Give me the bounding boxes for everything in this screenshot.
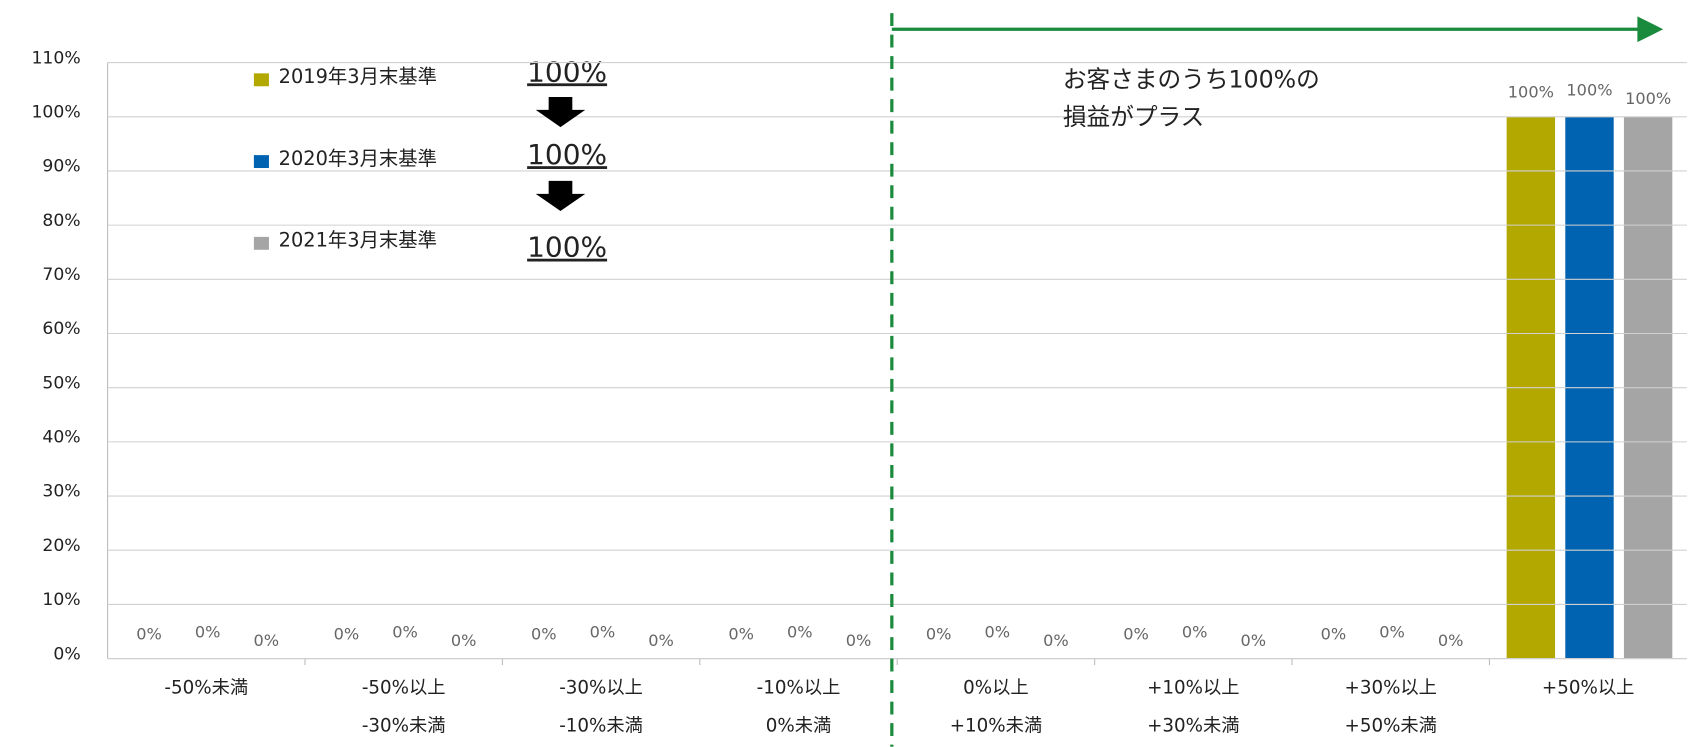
y-tick-label: 80% <box>42 211 80 231</box>
value-label: 0% <box>984 622 1010 641</box>
down-arrow <box>535 180 586 212</box>
value-label: 0% <box>392 622 418 641</box>
value-label: 0% <box>846 631 872 650</box>
value-label: 0% <box>1182 622 1208 641</box>
legend-swatch <box>253 155 269 169</box>
down-arrow <box>535 97 586 128</box>
y-tick-label: 40% <box>42 428 80 448</box>
x-tick-label: 0%未満 <box>766 715 832 736</box>
y-tick-label: 10% <box>42 590 80 610</box>
value-label: 0% <box>787 622 813 641</box>
legend-label: 2020年3月末基準 <box>279 147 437 170</box>
y-tick-label: 70% <box>42 265 80 285</box>
value-label: 0% <box>1379 622 1405 641</box>
value-label: 0% <box>1043 631 1069 650</box>
value-label: 0% <box>334 624 360 643</box>
legend-summary: 100% <box>527 231 607 264</box>
x-tick-label: -10%以上 <box>757 678 841 699</box>
y-tick-label: 30% <box>42 482 80 502</box>
x-tick-label: -50%未満 <box>164 678 248 699</box>
x-tick-label: +50%未満 <box>1345 715 1437 736</box>
y-tick-label: 100% <box>31 102 80 122</box>
value-label: 0% <box>136 624 162 643</box>
value-label: 0% <box>253 631 279 650</box>
value-label: 0% <box>195 622 221 641</box>
legend-summary: 100% <box>527 55 607 88</box>
value-label: 0% <box>728 624 754 643</box>
legend-swatch <box>253 236 269 250</box>
y-tick-label: 60% <box>42 319 80 339</box>
x-tick-label: +30%以上 <box>1345 678 1437 699</box>
x-tick-label: +10%未満 <box>950 715 1042 736</box>
y-tick-label: 110% <box>31 48 80 68</box>
value-label: 0% <box>1438 631 1464 650</box>
legend-label: 2019年3月末基準 <box>279 65 437 88</box>
value-label: 0% <box>1123 624 1149 643</box>
legend-label: 2021年3月末基準 <box>279 229 437 252</box>
value-label: 0% <box>531 624 557 643</box>
value-label: 100% <box>1566 80 1612 99</box>
value-label: 0% <box>1241 631 1267 650</box>
annotation: お客さまのうち100%の <box>1063 65 1320 93</box>
x-tick-label: +50%以上 <box>1542 678 1634 699</box>
x-tick-label: +10%以上 <box>1147 678 1239 699</box>
value-label: 100% <box>1625 89 1671 108</box>
value-label: 0% <box>590 622 616 641</box>
x-tick-label: -10%未満 <box>559 715 643 736</box>
x-tick-label: 0%以上 <box>963 678 1029 699</box>
y-tick-label: 0% <box>53 644 80 664</box>
value-label: 0% <box>1321 624 1347 643</box>
annotation: 損益がプラス <box>1063 103 1204 131</box>
value-label: 0% <box>451 631 477 650</box>
x-tick-label: -30%未満 <box>362 715 446 736</box>
y-tick-label: 90% <box>42 157 80 177</box>
x-tick-label: +30%未満 <box>1147 715 1239 736</box>
x-tick-label: -50%以上 <box>362 678 446 699</box>
y-tick-label: 20% <box>42 536 80 556</box>
arrow-head <box>1637 16 1664 43</box>
value-label: 0% <box>648 631 674 650</box>
legend-swatch <box>253 73 269 87</box>
legend-summary: 100% <box>527 138 607 171</box>
x-tick-label: -30%以上 <box>559 678 643 699</box>
value-label: 100% <box>1508 83 1554 102</box>
value-label: 0% <box>926 624 952 643</box>
y-tick-label: 50% <box>42 373 80 393</box>
